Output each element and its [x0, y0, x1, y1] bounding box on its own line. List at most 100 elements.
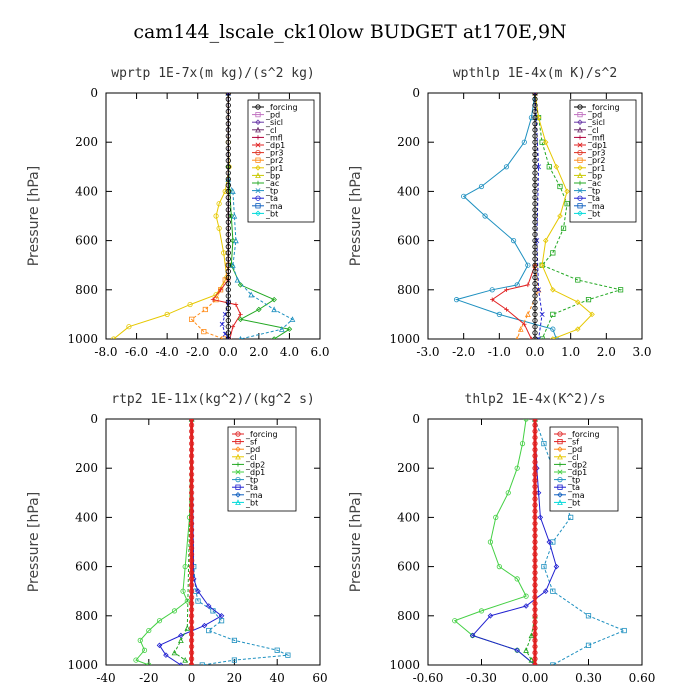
series-point-sf: [189, 600, 195, 607]
legend-marker: [255, 188, 261, 194]
series-point-ac: [230, 237, 236, 244]
series-point-sf: [532, 551, 538, 557]
series-line-ta: [471, 419, 557, 665]
series-point-sf: [189, 422, 195, 428]
legend-marker: [235, 431, 241, 437]
series-point-forcing: [532, 108, 538, 115]
series-point-forcing: [225, 93, 231, 96]
series-group: [453, 93, 624, 339]
series-point-pr1: [575, 299, 581, 305]
series-point-sf: [532, 539, 538, 545]
series-point-forcing: [225, 182, 231, 188]
series-point-pr1: [213, 213, 219, 219]
x-tick-label: -0.60: [413, 671, 444, 685]
series-point-sf: [189, 594, 195, 600]
series-point-ta: [195, 588, 201, 594]
y-tick-label: 400: [75, 184, 98, 198]
series-point-dp2: [528, 632, 535, 639]
legend-entry: _sf: [245, 438, 257, 447]
series-point-tp: [231, 637, 237, 644]
x-tick-label: -2.0: [452, 345, 475, 359]
series-point-forcing: [532, 207, 538, 213]
x-tick-label: 0.30: [575, 671, 602, 685]
x-tick-label: 2.0: [249, 345, 268, 359]
series-point-tp: [230, 262, 236, 268]
series-line-tp: [191, 419, 290, 665]
x-tick-label: -4.0: [156, 345, 179, 359]
series-point-ac: [539, 139, 545, 145]
legend-marker: [577, 195, 583, 201]
legend-entry: _forcing: [265, 103, 298, 112]
series-point-sf: [189, 582, 195, 588]
series-point-tp: [541, 440, 547, 447]
series-point-forcing: [532, 139, 538, 145]
series-point-forcing: [225, 219, 231, 225]
series-point-forcing: [225, 262, 231, 268]
series-line-ta: [534, 93, 543, 339]
series-point-sf: [532, 508, 538, 514]
legend-entry: _tp: [587, 187, 600, 196]
series-point-sf: [189, 508, 195, 514]
series-point-dp1: [504, 307, 509, 312]
series-point-sf: [532, 428, 538, 434]
series-point-forcing: [225, 225, 231, 231]
series-point-ac: [575, 277, 581, 283]
series-point-dp1: [238, 312, 243, 317]
series-point-tp: [271, 306, 277, 313]
series-point-pr1: [550, 336, 556, 339]
y-tick-label: 600: [397, 560, 420, 574]
series-point-dp1: [233, 302, 239, 307]
series-point-pr1: [539, 262, 545, 268]
series-point-forcing: [532, 330, 538, 336]
legend-entry: _tp: [567, 476, 580, 485]
series-line-dp1_green: [453, 419, 536, 665]
series-point-tp: [195, 598, 201, 604]
series-point-pr2: [201, 329, 207, 335]
series-point-forcing: [532, 262, 538, 268]
series-point-sf: [189, 440, 195, 447]
legend-entry: _ta: [587, 194, 600, 203]
legend-marker: [255, 135, 261, 140]
legend-marker: [557, 438, 563, 445]
series-point-dp1_green: [505, 490, 511, 496]
series-point-ta: [553, 563, 560, 570]
series-point-forcing: [532, 188, 538, 194]
series-point-tp: [230, 188, 236, 195]
legend-marker: [577, 203, 583, 209]
legend-marker: [235, 446, 241, 452]
series-point-forcing: [532, 201, 538, 207]
series-point-ac: [564, 201, 570, 207]
legend-marker: [255, 203, 261, 209]
series-point-tp: [478, 183, 485, 190]
series-point-tp: [525, 262, 531, 268]
series-point-sf: [189, 631, 195, 637]
legend-entry: _dp1: [567, 468, 587, 477]
x-tick-label: 40: [270, 671, 285, 685]
legend-entry: _sicl: [265, 118, 283, 127]
legend-entry: _cl: [265, 126, 277, 135]
series-point-dp1_green: [493, 514, 499, 521]
series-point-forcing: [532, 231, 538, 238]
series-point-forcing: [532, 250, 538, 256]
x-tick-label: -8.0: [94, 345, 117, 359]
legend-marker: [255, 112, 261, 118]
x-tick-label: 0: [188, 671, 196, 685]
series-point-pr1: [126, 324, 132, 330]
series-point-sf: [189, 619, 195, 625]
legend-entry: _ma: [265, 202, 283, 211]
series-point-sf: [189, 551, 195, 557]
series-point-dp2: [523, 647, 529, 653]
y-tick-label: 1000: [389, 332, 420, 346]
series-point-forcing: [225, 311, 231, 317]
series-point-tp: [568, 514, 574, 521]
panel-1: wprtp 1E-7x(m kg)/(s^2 kg) Pressure [hPa]…: [26, 66, 330, 359]
series-point-forcing: [225, 102, 231, 108]
series-point-sf: [532, 477, 538, 484]
panel-3: rtp2 1E-11x(kg^2)/(kg^2 s) Pressure [hPa]…: [26, 392, 328, 685]
series-point-sf: [189, 490, 195, 496]
series-point-ta: [156, 642, 163, 649]
series-point-dp1: [218, 287, 223, 292]
series-point-dp1_green: [478, 608, 485, 614]
x-tick-label: -40: [96, 671, 115, 685]
legend-marker: [235, 492, 241, 498]
